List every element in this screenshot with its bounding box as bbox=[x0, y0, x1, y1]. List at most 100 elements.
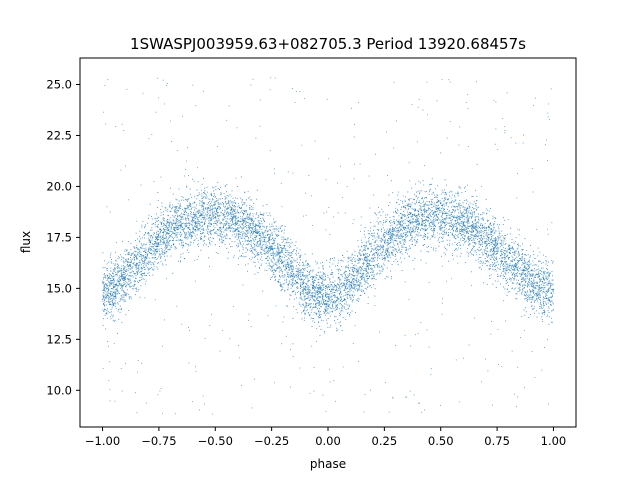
data-point bbox=[450, 202, 452, 204]
data-point bbox=[317, 294, 319, 296]
data-point bbox=[469, 211, 471, 213]
data-point bbox=[395, 226, 396, 228]
data-point bbox=[117, 280, 119, 282]
data-point bbox=[390, 240, 392, 242]
data-point bbox=[187, 232, 189, 234]
data-point bbox=[327, 308, 329, 310]
data-point bbox=[344, 299, 346, 301]
data-point bbox=[256, 230, 258, 232]
data-point bbox=[387, 238, 389, 240]
data-point bbox=[484, 226, 485, 228]
data-point bbox=[251, 230, 253, 232]
data-point bbox=[172, 231, 174, 233]
data-point bbox=[537, 293, 539, 295]
data-point bbox=[387, 256, 389, 258]
data-point bbox=[408, 208, 410, 210]
data-point bbox=[251, 228, 253, 229]
data-point bbox=[417, 219, 419, 221]
data-point bbox=[448, 213, 450, 215]
data-point bbox=[500, 266, 501, 268]
data-point bbox=[235, 229, 237, 231]
data-point bbox=[539, 308, 541, 309]
data-point bbox=[323, 299, 325, 301]
data-point bbox=[373, 284, 374, 286]
data-point bbox=[385, 249, 386, 251]
data-point bbox=[242, 223, 244, 225]
data-point bbox=[460, 244, 461, 246]
data-point bbox=[318, 308, 320, 310]
data-point bbox=[479, 235, 481, 237]
data-point bbox=[410, 215, 412, 217]
data-point bbox=[302, 278, 304, 280]
data-point bbox=[106, 283, 108, 285]
data-point bbox=[440, 221, 442, 223]
data-point bbox=[404, 215, 406, 217]
data-point bbox=[332, 276, 334, 278]
data-point bbox=[403, 206, 405, 208]
data-point bbox=[502, 224, 504, 226]
data-point bbox=[322, 297, 324, 299]
data-point bbox=[386, 256, 388, 258]
data-point bbox=[182, 222, 184, 224]
data-point bbox=[374, 254, 376, 256]
data-point bbox=[311, 271, 313, 273]
data-point bbox=[266, 246, 268, 248]
data-point bbox=[110, 311, 112, 313]
data-point bbox=[543, 309, 545, 311]
data-point bbox=[446, 194, 448, 196]
data-point bbox=[215, 217, 217, 219]
data-point bbox=[246, 199, 247, 201]
data-point bbox=[204, 217, 206, 219]
data-point bbox=[357, 289, 358, 291]
data-point bbox=[337, 318, 339, 320]
data-point bbox=[112, 285, 114, 287]
data-point bbox=[456, 219, 458, 221]
data-point bbox=[368, 260, 370, 262]
data-point bbox=[528, 263, 530, 265]
data-point bbox=[278, 247, 280, 249]
data-point bbox=[454, 210, 456, 212]
data-point bbox=[156, 230, 158, 232]
data-point bbox=[269, 236, 271, 238]
data-point bbox=[233, 202, 235, 204]
data-point bbox=[130, 261, 132, 263]
data-point bbox=[314, 300, 316, 302]
data-point bbox=[377, 256, 379, 258]
data-point bbox=[144, 266, 145, 268]
data-point bbox=[156, 238, 158, 239]
data-point bbox=[372, 277, 374, 279]
data-point bbox=[126, 249, 128, 251]
data-point bbox=[221, 228, 223, 230]
data-point bbox=[316, 274, 318, 276]
data-point bbox=[251, 232, 252, 233]
data-point bbox=[489, 268, 491, 270]
data-point bbox=[516, 279, 518, 281]
data-point bbox=[379, 255, 380, 257]
data-point bbox=[279, 277, 281, 279]
data-point bbox=[343, 256, 345, 258]
data-point bbox=[180, 261, 181, 263]
data-point bbox=[534, 312, 536, 314]
data-point bbox=[524, 260, 526, 261]
data-point bbox=[550, 285, 551, 287]
data-point bbox=[141, 274, 143, 276]
data-point bbox=[168, 224, 170, 226]
data-point bbox=[482, 224, 484, 226]
data-point bbox=[310, 305, 312, 307]
data-point bbox=[428, 217, 430, 219]
data-point bbox=[529, 261, 531, 263]
data-point bbox=[413, 231, 415, 233]
data-point bbox=[240, 176, 242, 178]
data-point bbox=[139, 280, 141, 282]
data-point bbox=[542, 276, 544, 278]
data-point bbox=[505, 270, 507, 272]
data-point bbox=[355, 311, 356, 313]
data-point bbox=[398, 221, 400, 222]
data-point bbox=[220, 223, 222, 225]
data-point bbox=[242, 213, 244, 214]
data-point bbox=[403, 220, 405, 222]
data-point bbox=[449, 202, 450, 204]
data-point bbox=[156, 246, 158, 248]
data-point bbox=[361, 245, 362, 247]
data-point bbox=[202, 232, 204, 233]
